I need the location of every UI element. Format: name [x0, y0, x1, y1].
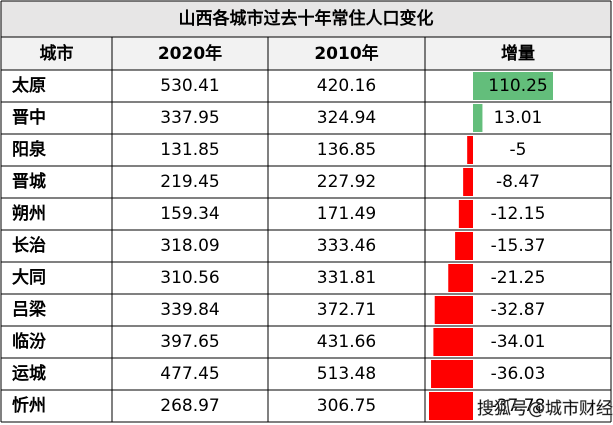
- city-cell: 阳泉: [12, 139, 47, 160]
- data-bar: [473, 104, 483, 132]
- delta-cell: -15.37: [491, 236, 546, 256]
- value-cell: 324.94: [317, 108, 376, 128]
- delta-cell: 110.25: [488, 76, 547, 96]
- data-bar: [434, 296, 473, 324]
- value-cell: 318.09: [160, 236, 219, 256]
- data-bar: [431, 360, 473, 388]
- data-bar: [458, 200, 473, 228]
- city-cell: 朔州: [12, 203, 46, 224]
- value-cell: 339.84: [160, 300, 219, 320]
- value-cell: 306.75: [317, 396, 376, 416]
- delta-cell: -5: [510, 140, 527, 160]
- delta-cell: -36.03: [491, 364, 546, 384]
- city-cell: 晋中: [12, 107, 46, 128]
- value-cell: 477.45: [160, 364, 219, 384]
- delta-cell: -8.47: [496, 172, 540, 192]
- header-cell: 增量: [501, 43, 535, 64]
- value-cell: 530.41: [160, 76, 219, 96]
- delta-cell: -34.01: [491, 332, 546, 352]
- delta-cell: -32.87: [491, 300, 546, 320]
- city-cell: 太原: [12, 75, 46, 96]
- data-bar: [433, 328, 473, 356]
- city-cell: 临汾: [12, 331, 46, 352]
- table-title: 山西各城市过去十年常住人口变化: [179, 8, 434, 29]
- delta-cell: -37.78: [491, 396, 546, 416]
- value-cell: 420.16: [317, 76, 376, 96]
- city-cell: 运城: [12, 364, 46, 384]
- delta-cell: -21.25: [491, 268, 546, 288]
- data-bar: [463, 168, 473, 196]
- delta-cell: -12.15: [491, 204, 546, 224]
- value-cell: 372.71: [317, 300, 376, 320]
- value-cell: 268.97: [160, 396, 219, 416]
- city-cell: 忻州: [12, 395, 46, 416]
- city-cell: 长治: [12, 235, 46, 256]
- data-bar: [429, 392, 473, 420]
- value-cell: 331.81: [317, 268, 376, 288]
- value-cell: 310.56: [160, 268, 219, 288]
- value-cell: 136.85: [317, 140, 376, 160]
- value-cell: 219.45: [160, 172, 219, 192]
- data-bar: [455, 232, 473, 260]
- title-background: [1, 1, 611, 37]
- value-cell: 131.85: [160, 140, 219, 160]
- value-cell: 227.92: [317, 172, 376, 192]
- data-bar: [448, 264, 473, 292]
- header-cell: 2010年: [314, 43, 378, 64]
- header-background: [1, 37, 611, 70]
- header-cell: 2020年: [158, 43, 222, 64]
- value-cell: 333.46: [317, 236, 376, 256]
- delta-cell: 13.01: [494, 108, 543, 128]
- city-cell: 吕梁: [12, 299, 47, 320]
- value-cell: 397.65: [160, 332, 219, 352]
- value-cell: 171.49: [317, 204, 376, 224]
- data-bar: [473, 72, 553, 100]
- value-cell: 337.95: [160, 108, 219, 128]
- value-cell: 513.48: [317, 364, 376, 384]
- data-bar: [467, 136, 473, 164]
- value-cell: 431.66: [317, 332, 376, 352]
- header-cell: 城市: [40, 43, 74, 64]
- city-cell: 晋城: [12, 172, 46, 192]
- city-cell: 大同: [12, 267, 46, 288]
- value-cell: 159.34: [160, 204, 219, 224]
- watermark: 搜狐号@城市财经: [477, 399, 613, 419]
